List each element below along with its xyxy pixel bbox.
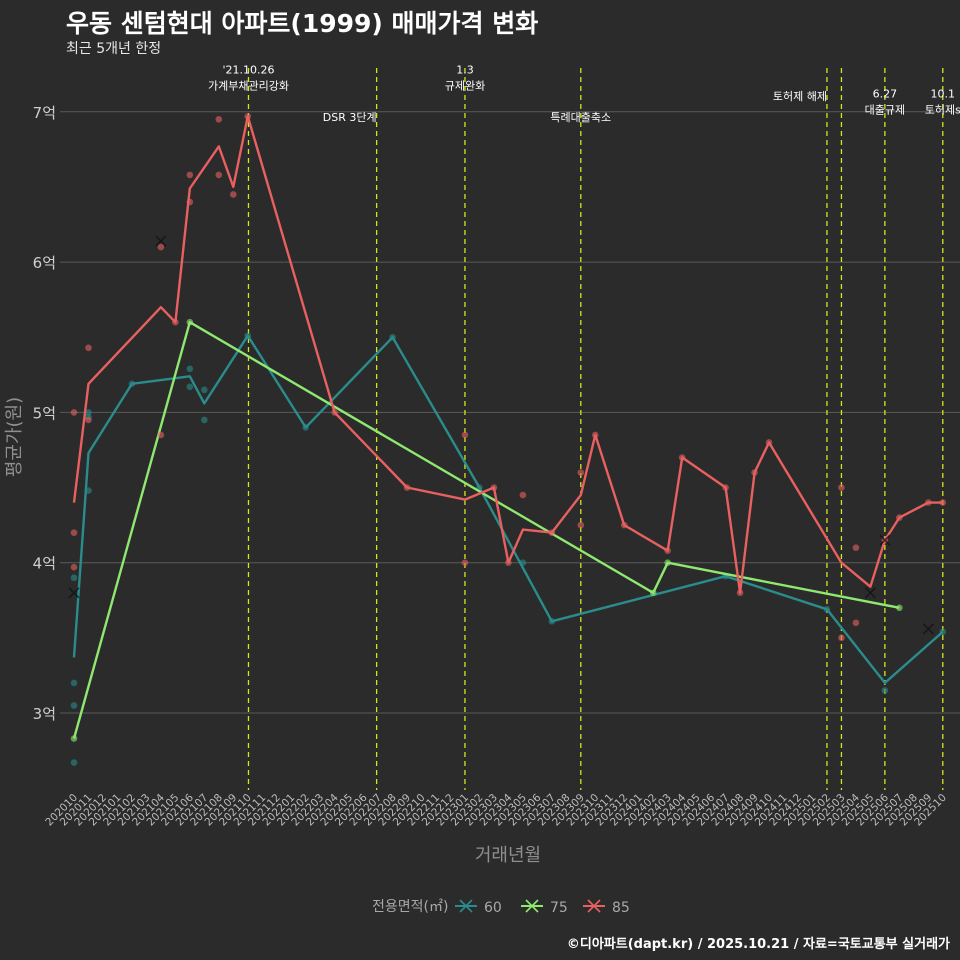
event-label: 가계부채관리강화 bbox=[208, 79, 289, 92]
data-point bbox=[577, 521, 585, 529]
event-label: 6.27 bbox=[873, 87, 898, 100]
legend: 전용면적(㎡) 60 75 85 bbox=[372, 899, 630, 916]
data-point bbox=[186, 365, 194, 373]
legend-key-cross bbox=[587, 899, 601, 913]
data-point bbox=[838, 484, 845, 491]
x-axis-ticks: 2020102020112020122021012021022021032021… bbox=[43, 791, 949, 828]
event-label: 1.3 bbox=[456, 63, 474, 76]
y-axis-ticks: 3억 4억 5억 6억 7억 bbox=[33, 104, 56, 723]
data-point bbox=[157, 431, 165, 439]
data-point bbox=[881, 687, 889, 694]
y-tick-label: 4억 bbox=[33, 555, 56, 573]
policy-event-lines bbox=[247, 68, 944, 790]
event-label: 토허제 해제 bbox=[773, 89, 827, 103]
data-point bbox=[577, 469, 585, 476]
data-point bbox=[70, 679, 78, 687]
event-label: DSR 3단계 bbox=[323, 111, 377, 124]
data-point bbox=[70, 409, 78, 416]
data-point bbox=[85, 416, 92, 424]
data-point bbox=[838, 634, 845, 642]
data-point bbox=[85, 344, 92, 352]
event-label: 특례대출축소 bbox=[550, 111, 611, 124]
event-label: 10.1 bbox=[931, 87, 956, 100]
y-tick-label: 7억 bbox=[33, 104, 56, 122]
series-layer bbox=[68, 113, 947, 766]
event-label: 규제완화 bbox=[445, 79, 485, 92]
legend-title: 전용면적(㎡) bbox=[372, 899, 448, 915]
data-point bbox=[186, 171, 194, 179]
cross-marker bbox=[922, 623, 934, 635]
data-point bbox=[852, 544, 860, 551]
data-point bbox=[70, 574, 78, 582]
data-point bbox=[70, 759, 78, 766]
series-75 bbox=[70, 318, 903, 742]
series-60 bbox=[68, 332, 947, 766]
data-point bbox=[519, 491, 527, 499]
data-point bbox=[85, 409, 92, 416]
x-axis-title: 거래년월 bbox=[475, 845, 541, 866]
data-point bbox=[157, 243, 165, 251]
data-point bbox=[70, 529, 78, 536]
chart-title: 우동 센텀현대 아파트(1999) 매매가격 변화 bbox=[66, 9, 539, 38]
legend-key-cross bbox=[525, 899, 539, 913]
legend-key-cross bbox=[459, 899, 473, 913]
legend-label: 60 bbox=[484, 900, 502, 916]
data-point bbox=[215, 116, 223, 123]
data-point bbox=[229, 191, 237, 198]
legend-label: 85 bbox=[612, 900, 630, 916]
y-tick-label: 3억 bbox=[33, 705, 56, 723]
data-point bbox=[70, 702, 78, 709]
cross-marker bbox=[155, 235, 167, 247]
data-point bbox=[201, 386, 208, 394]
data-point bbox=[201, 416, 208, 424]
y-tick-label: 5억 bbox=[33, 404, 56, 422]
data-point bbox=[461, 559, 469, 566]
series-85 bbox=[70, 113, 947, 642]
series-line bbox=[72, 334, 944, 685]
data-point bbox=[186, 383, 194, 391]
data-point bbox=[852, 619, 860, 627]
data-point bbox=[461, 431, 469, 439]
series-line bbox=[72, 115, 943, 594]
data-point bbox=[215, 171, 223, 179]
cross-marker bbox=[879, 534, 891, 546]
grid bbox=[60, 111, 960, 714]
series-line bbox=[72, 321, 900, 739]
chart-subtitle: 최근 5개년 한정 bbox=[66, 41, 162, 57]
y-tick-label: 6억 bbox=[33, 254, 56, 272]
source-caption: ©디아파트(dapt.kr) / 2025.10.21 / 자료=국토교통부 실… bbox=[566, 937, 950, 952]
data-point bbox=[70, 563, 78, 571]
event-label: '21.10.26 bbox=[222, 63, 274, 76]
event-label: 토허제s bbox=[925, 103, 960, 116]
event-label: 대출규제 bbox=[865, 103, 905, 116]
legend-label: 75 bbox=[550, 900, 568, 916]
cross-marker bbox=[68, 587, 80, 599]
y-axis-title: 평균가(원) bbox=[4, 397, 25, 477]
cross-marker bbox=[864, 587, 876, 599]
